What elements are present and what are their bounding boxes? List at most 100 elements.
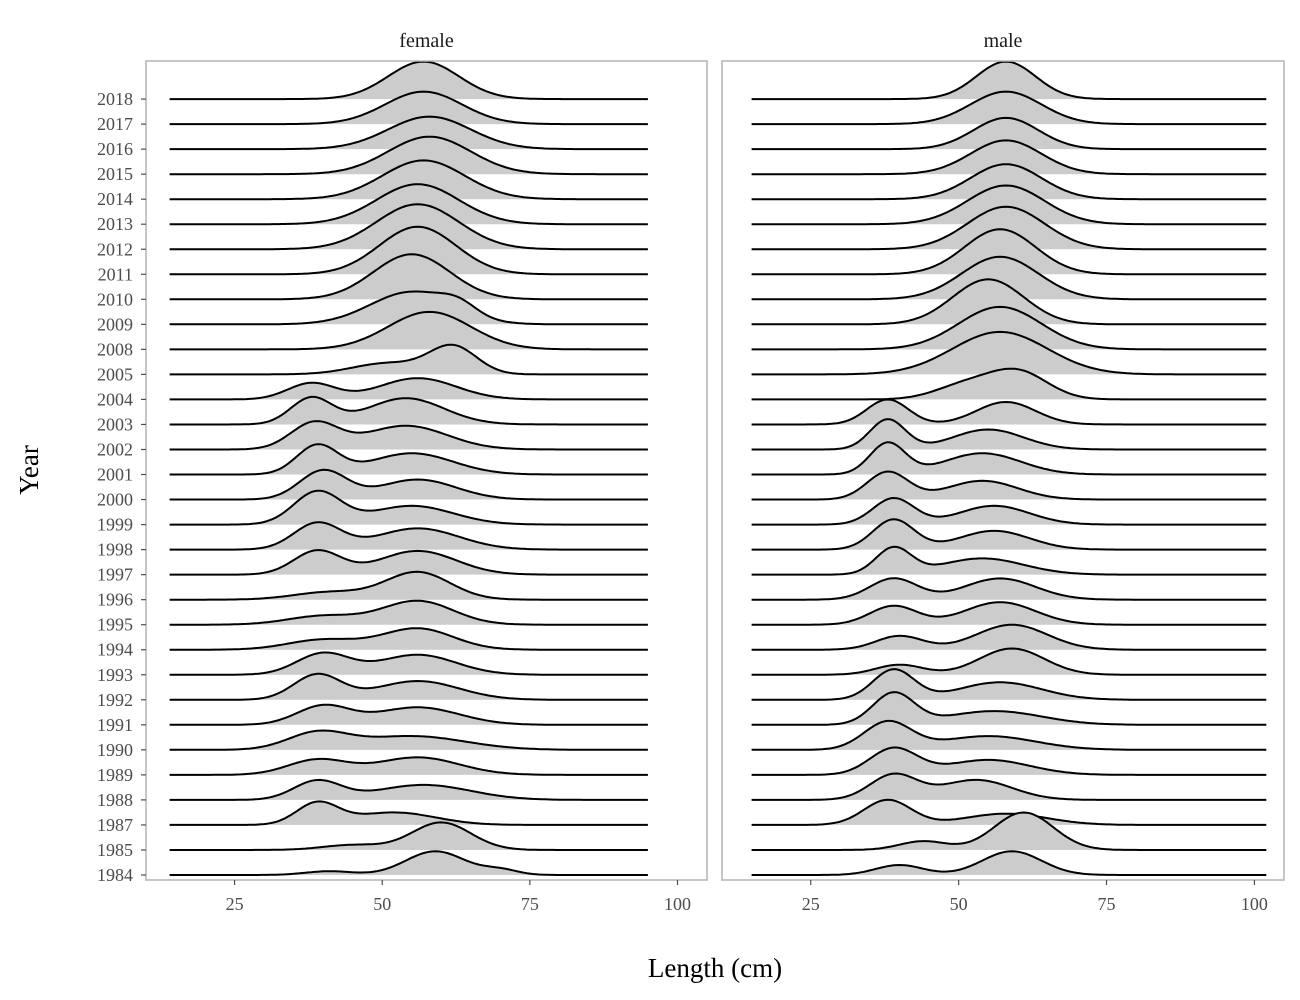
ridge-fill-male-1997	[751, 546, 1267, 575]
ridge-fill-male-1995	[751, 602, 1267, 625]
ridge-line-female-1995	[169, 599, 648, 626]
ridge-line-male-2000	[751, 470, 1267, 501]
x-tick-label: 75	[1098, 894, 1116, 914]
y-tick-label-1992: 1992	[97, 690, 133, 710]
y-tick-label-2017: 2017	[97, 114, 133, 134]
ridge-group-female	[169, 60, 648, 876]
ridge-line-male-2005	[751, 330, 1267, 376]
ridge-line-male-2002	[751, 418, 1267, 451]
ridge-line-male-2004	[751, 367, 1267, 401]
panel-title-male: male	[984, 30, 1023, 52]
x-tick-label: 50	[373, 894, 391, 914]
y-tick-label-2004: 2004	[97, 389, 133, 409]
y-tick-label-1999: 1999	[97, 515, 133, 535]
ridge-line-female-2014	[169, 159, 648, 201]
ridge-line-male-2017	[751, 90, 1267, 126]
ridge-fill-female-2015	[169, 136, 648, 175]
ridge-fill-female-1991	[169, 704, 648, 725]
x-tick-label: 50	[950, 894, 968, 914]
x-tick-label: 100	[1241, 894, 1268, 914]
ridge-line-male-1992	[751, 668, 1267, 701]
x-tick-label: 75	[521, 894, 539, 914]
ridge-fill-male-1988	[751, 773, 1267, 800]
ridge-line-male-2013	[751, 184, 1267, 226]
ridge-line-male-2014	[751, 163, 1267, 201]
ridge-line-male-1993	[751, 647, 1267, 676]
ridge-line-female-2003	[169, 395, 648, 426]
ridge-fill-male-2009	[751, 279, 1267, 325]
y-axis: 1984 1985 1987 1988 1989 1990 1991 1992 1993 1994…	[97, 89, 146, 885]
ridge-line-male-2015	[751, 139, 1267, 176]
ridge-line-female-1989	[169, 756, 648, 776]
y-tick-label-2003: 2003	[97, 414, 133, 434]
y-tick-label-1997: 1997	[97, 565, 133, 585]
ridge-line-female-1991	[169, 703, 648, 726]
ridge-fill-female-2010	[169, 254, 648, 300]
y-tick-label-2015: 2015	[97, 164, 133, 184]
ridge-fill-male-1991	[751, 692, 1267, 725]
ridge-line-female-1994	[169, 627, 648, 651]
ridge-line-female-2009	[169, 290, 648, 326]
ridge-line-male-1994	[751, 623, 1267, 651]
ridge-fill-male-2013	[751, 185, 1267, 225]
ridge-line-female-2000	[169, 468, 648, 501]
ridge-fill-male-2010	[751, 256, 1267, 300]
ridge-fill-female-2012	[169, 204, 648, 250]
x-tick-label: 25	[802, 894, 820, 914]
ridge-fill-female-1989	[169, 757, 648, 775]
x-tick-label: 25	[226, 894, 244, 914]
ridge-fill-female-2014	[169, 160, 648, 200]
ridge-fill-female-2005	[169, 344, 648, 375]
y-tick-label-2002: 2002	[97, 439, 133, 459]
ridge-fill-female-1999	[169, 490, 648, 525]
ridge-line-female-2018	[169, 60, 648, 101]
ridge-fill-male-1989	[751, 747, 1267, 775]
ridge-fill-female-2016	[169, 116, 648, 150]
y-tick-label-1991: 1991	[97, 715, 133, 735]
x-axis-title: Length (cm)	[648, 953, 782, 983]
ridge-line-male-2012	[751, 205, 1267, 251]
y-axis-title: Year	[14, 445, 44, 495]
ridge-fill-male-2003	[751, 399, 1267, 425]
ridge-fill-female-2001	[169, 444, 648, 475]
ridge-line-male-2009	[751, 278, 1267, 326]
ridge-fill-female-2003	[169, 396, 648, 425]
y-tick-label-2005: 2005	[97, 364, 133, 384]
ridge-fill-female-2011	[169, 226, 648, 275]
x-axis-male: 25 50 75 100	[802, 880, 1268, 914]
ridge-group-male	[751, 60, 1267, 876]
panel-title-female: female	[399, 30, 454, 52]
ridge-fill-female-1988	[169, 779, 648, 800]
ridge-fill-female-1996	[169, 571, 648, 600]
ridge-fill-female-1994	[169, 628, 648, 650]
ridge-line-female-2008	[169, 310, 648, 351]
ridge-line-female-1993	[169, 651, 648, 676]
y-tick-label-2009: 2009	[97, 314, 133, 334]
ridge-line-male-1997	[751, 545, 1267, 576]
ridge-fill-male-2005	[751, 331, 1267, 375]
x-axis-female: 25 50 75 100	[226, 880, 691, 914]
ridge-fill-male-1994	[751, 624, 1267, 650]
y-tick-label-1995: 1995	[97, 615, 133, 635]
ridge-line-male-2001	[751, 441, 1267, 476]
ridge-line-female-1996	[169, 570, 648, 601]
ridge-fill-female-2000	[169, 469, 648, 500]
ridge-fill-male-1992	[751, 669, 1267, 700]
ridge-fill-male-1998	[751, 519, 1267, 550]
y-tick-label-1987: 1987	[97, 815, 133, 835]
ridge-fill-male-2016	[751, 117, 1267, 150]
ridge-line-female-1997	[169, 549, 648, 576]
ridge-line-male-1989	[751, 746, 1267, 776]
ridge-fill-male-2018	[751, 61, 1267, 100]
ridge-fill-male-1984	[751, 851, 1267, 875]
ridge-fill-male-2004	[751, 368, 1267, 400]
y-tick-label-1990: 1990	[97, 740, 133, 760]
ridge-line-female-2001	[169, 443, 648, 476]
ridge-line-male-1987	[751, 798, 1267, 826]
ridge-line-female-2016	[169, 115, 648, 151]
y-tick-label-2014: 2014	[97, 189, 133, 209]
y-tick-label-2011: 2011	[98, 264, 133, 284]
ridge-line-female-2015	[169, 135, 648, 176]
ridge-fill-female-1990	[169, 730, 648, 750]
